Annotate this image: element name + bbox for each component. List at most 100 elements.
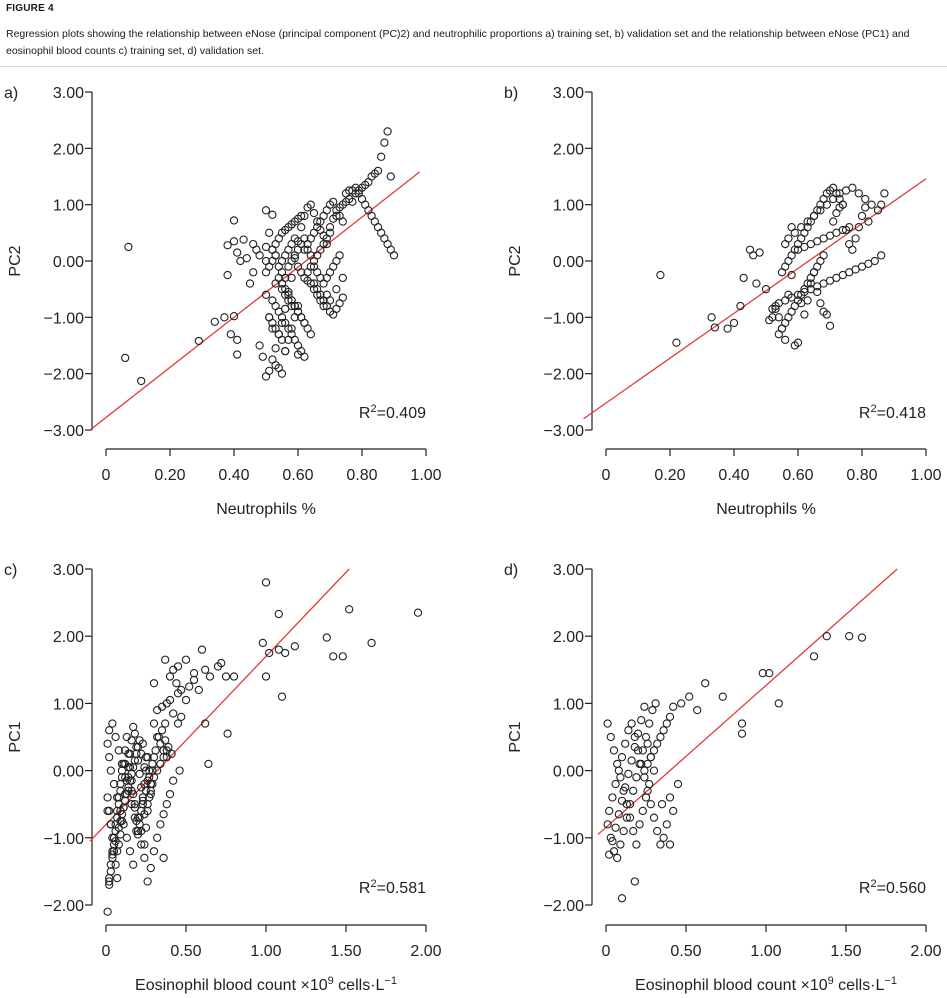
data-point (377, 152, 386, 161)
y-tick-label: 0.00 (53, 764, 84, 781)
data-point (619, 826, 628, 836)
data-point (617, 753, 627, 762)
data-point (274, 609, 283, 619)
data-point (633, 729, 643, 738)
x-tick-label: 0.50 (670, 943, 701, 960)
data-point (329, 197, 338, 206)
data-point (161, 736, 170, 745)
data-point (140, 853, 149, 863)
data-point (111, 860, 120, 869)
data-point (140, 840, 149, 849)
data-point (132, 749, 141, 758)
data-point (861, 194, 870, 204)
data-point (373, 166, 383, 176)
figure-caption: Regression plots showing the relationshi… (6, 28, 910, 57)
data-point (857, 211, 867, 221)
data-point (648, 705, 657, 715)
data-point (380, 138, 389, 147)
data-point (656, 840, 665, 849)
data-point (335, 251, 344, 260)
y-tick-label: −1.00 (44, 310, 85, 327)
data-point (870, 256, 879, 266)
data-point (268, 324, 277, 333)
data-point (169, 665, 178, 674)
data-point (165, 695, 175, 705)
y-tick-label: 0.00 (553, 254, 584, 271)
data-point (665, 793, 675, 802)
data-point (319, 301, 328, 311)
data-point (265, 228, 274, 237)
data-point (169, 709, 178, 718)
data-point (613, 759, 622, 769)
y-tick-label: 1.00 (553, 198, 584, 215)
data-point (103, 739, 112, 748)
data-point (848, 183, 857, 192)
data-point (800, 310, 809, 319)
data-point (119, 803, 128, 812)
data-point (220, 313, 229, 322)
data-point (625, 800, 635, 809)
data-point (129, 860, 138, 869)
data-point (614, 810, 623, 819)
data-point (297, 211, 306, 221)
data-point (146, 789, 155, 799)
data-point (141, 753, 151, 762)
data-point (121, 353, 130, 363)
data-point (649, 813, 659, 822)
data-point (105, 873, 114, 883)
data-point (632, 840, 641, 849)
data-point (223, 729, 232, 738)
data-point (277, 369, 287, 378)
data-point (622, 813, 631, 822)
y-tick-label: 1.00 (553, 696, 584, 713)
data-point (845, 632, 854, 641)
data-point (880, 189, 889, 198)
data-point (306, 330, 315, 339)
data-point (124, 749, 133, 758)
data-point (649, 766, 659, 775)
data-point (135, 769, 144, 779)
data-point (122, 833, 131, 842)
data-point (125, 776, 135, 785)
x-tick-label: 0 (602, 943, 611, 960)
scatter-panel-d: d) 3.00 2.00 1.00 0.00 −1.00 −2.00 0 0.50 1.00 1.… (504, 562, 942, 994)
data-point (338, 293, 347, 302)
data-point (765, 669, 774, 678)
data-point (159, 810, 168, 819)
data-point (153, 766, 162, 775)
x-axis-title: Neutrophils % (716, 501, 816, 518)
data-point (109, 833, 119, 842)
data-point (737, 719, 747, 728)
data-point (797, 223, 806, 232)
data-point (221, 672, 231, 681)
data-point (651, 699, 660, 708)
data-point (630, 877, 639, 886)
y-axis-title: PC1 (7, 721, 24, 752)
data-point (367, 638, 376, 648)
data-point (338, 217, 347, 226)
data-point (718, 692, 727, 701)
y-tick-label: 3.00 (553, 85, 584, 102)
data-point (277, 692, 287, 701)
data-point (809, 211, 819, 221)
y-axis-title: PC2 (507, 245, 524, 276)
r-squared-label: R2=0.560 (859, 878, 926, 897)
data-point (161, 719, 170, 728)
data-point (277, 318, 287, 328)
x-tick-label: 1.00 (750, 943, 781, 960)
data-point (172, 679, 181, 688)
data-point (386, 172, 395, 181)
x-axis-title: Eosinophil blood count ×109 cells·L−1 (135, 975, 397, 994)
data-point (816, 299, 825, 308)
r-squared-label: R2=0.409 (359, 403, 426, 422)
data-point (113, 847, 122, 856)
data-point (137, 840, 146, 849)
data-point (124, 242, 133, 252)
data-point (854, 223, 863, 232)
x-tick-label: 0 (102, 467, 111, 484)
data-point (609, 746, 619, 755)
data-point (640, 766, 649, 775)
data-point (245, 279, 255, 288)
data-point (108, 719, 117, 728)
data-point (793, 338, 803, 347)
